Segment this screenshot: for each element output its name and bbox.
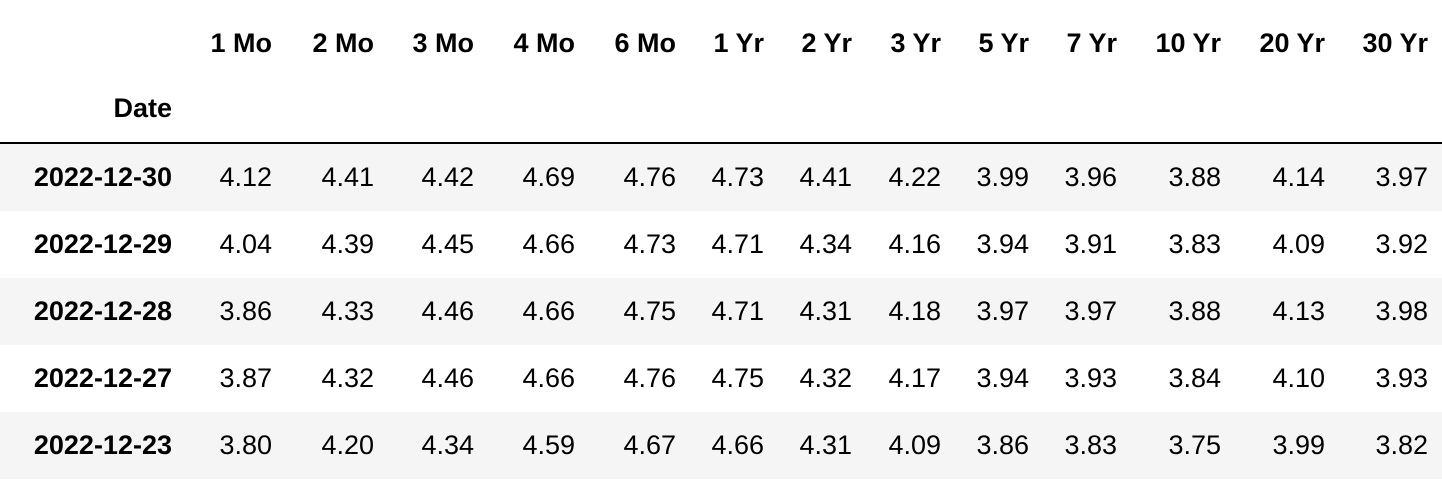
- table-row: 2022-12-30 4.12 4.41 4.42 4.69 4.76 4.73…: [0, 144, 1442, 211]
- table-cell: 4.04: [219, 229, 272, 259]
- column-header: 3 Yr: [890, 28, 941, 58]
- index-name-label: Date: [113, 93, 172, 123]
- column-header: 6 Mo: [614, 28, 676, 58]
- table-cell: 4.41: [321, 162, 374, 192]
- column-header: 4 Mo: [513, 28, 575, 58]
- column-header: 3 Mo: [412, 28, 474, 58]
- table-cell: 4.42: [421, 162, 474, 192]
- row-date: 2022-12-29: [33, 229, 172, 259]
- index-header-row: Date: [0, 76, 1442, 143]
- row-date: 2022-12-30: [33, 162, 172, 192]
- table-cell: 4.31: [799, 296, 852, 326]
- table-cell: 4.12: [219, 162, 272, 192]
- table-cell: 4.34: [421, 430, 474, 460]
- table-cell: 4.18: [888, 296, 941, 326]
- column-header: 1 Mo: [210, 28, 272, 58]
- table-cell: 4.75: [623, 296, 676, 326]
- column-header: 10 Yr: [1155, 28, 1221, 58]
- table-cell: 3.82: [1375, 430, 1428, 460]
- table-cell: 3.87: [219, 363, 272, 393]
- column-header: 5 Yr: [978, 28, 1029, 58]
- table-cell: 3.88: [1168, 162, 1221, 192]
- column-header: 2 Mo: [312, 28, 374, 58]
- table-cell: 4.16: [888, 229, 941, 259]
- table-cell: 3.83: [1168, 229, 1221, 259]
- table-row: 2022-12-28 3.86 4.33 4.46 4.66 4.75 4.71…: [0, 278, 1442, 345]
- table-cell: 4.39: [321, 229, 374, 259]
- table-cell: 4.66: [522, 363, 575, 393]
- column-header: 2 Yr: [801, 28, 852, 58]
- table-cell: 4.59: [522, 430, 575, 460]
- table-cell: 3.92: [1375, 229, 1428, 259]
- table-cell: 4.09: [888, 430, 941, 460]
- table-cell: 4.73: [623, 229, 676, 259]
- table-row: 2022-12-29 4.04 4.39 4.45 4.66 4.73 4.71…: [0, 211, 1442, 278]
- table-cell: 4.67: [623, 430, 676, 460]
- column-header: 7 Yr: [1066, 28, 1117, 58]
- table-cell: 4.41: [799, 162, 852, 192]
- column-header: 20 Yr: [1259, 28, 1325, 58]
- table-cell: 3.93: [1064, 363, 1117, 393]
- column-header: 1 Yr: [713, 28, 764, 58]
- table-cell: 4.32: [321, 363, 374, 393]
- table-body: 2022-12-30 4.12 4.41 4.42 4.69 4.76 4.73…: [0, 144, 1442, 479]
- table-cell: 3.99: [1272, 430, 1325, 460]
- table-cell: 4.76: [623, 363, 676, 393]
- column-header: 30 Yr: [1362, 28, 1428, 58]
- table-cell: 4.13: [1272, 296, 1325, 326]
- table-cell: 4.46: [421, 296, 474, 326]
- table-cell: 4.73: [711, 162, 764, 192]
- table-cell: 4.31: [799, 430, 852, 460]
- table-cell: 4.66: [522, 296, 575, 326]
- table-cell: 4.32: [799, 363, 852, 393]
- table-cell: 3.75: [1168, 430, 1221, 460]
- table-cell: 4.20: [321, 430, 374, 460]
- table-cell: 4.46: [421, 363, 474, 393]
- table-cell: 4.09: [1272, 229, 1325, 259]
- table-cell: 4.66: [711, 430, 764, 460]
- table-cell: 3.99: [976, 162, 1029, 192]
- table-cell: 3.97: [1375, 162, 1428, 192]
- table-cell: 3.97: [1064, 296, 1117, 326]
- row-date: 2022-12-23: [33, 430, 172, 460]
- table-cell: 3.94: [976, 229, 1029, 259]
- table-row: 2022-12-27 3.87 4.32 4.46 4.66 4.76 4.75…: [0, 345, 1442, 412]
- table-cell: 4.34: [799, 229, 852, 259]
- table-cell: 3.98: [1375, 296, 1428, 326]
- header-divider: [0, 142, 1442, 144]
- table-cell: 3.96: [1064, 162, 1117, 192]
- table-cell: 4.14: [1272, 162, 1325, 192]
- table-cell: 3.84: [1168, 363, 1221, 393]
- table-row: 2022-12-23 3.80 4.20 4.34 4.59 4.67 4.66…: [0, 412, 1442, 479]
- table-cell: 4.71: [711, 296, 764, 326]
- table-cell: 4.10: [1272, 363, 1325, 393]
- table-cell: 4.22: [888, 162, 941, 192]
- row-date: 2022-12-28: [33, 296, 172, 326]
- table-cell: 3.97: [976, 296, 1029, 326]
- table-cell: 3.86: [219, 296, 272, 326]
- row-date: 2022-12-27: [33, 363, 172, 393]
- table-cell: 4.76: [623, 162, 676, 192]
- table-cell: 3.80: [219, 430, 272, 460]
- table-cell: 3.93: [1375, 363, 1428, 393]
- table-cell: 3.91: [1064, 229, 1117, 259]
- table-cell: 3.83: [1064, 430, 1117, 460]
- table-cell: 4.75: [711, 363, 764, 393]
- table-cell: 4.69: [522, 162, 575, 192]
- table-cell: 3.88: [1168, 296, 1221, 326]
- table-cell: 4.71: [711, 229, 764, 259]
- table-cell: 4.33: [321, 296, 374, 326]
- table-cell: 4.45: [421, 229, 474, 259]
- table-cell: 3.86: [976, 430, 1029, 460]
- table-cell: 4.17: [888, 363, 941, 393]
- table-cell: 4.66: [522, 229, 575, 259]
- table-cell: 3.94: [976, 363, 1029, 393]
- column-header-row: 1 Mo 2 Mo 3 Mo 4 Mo 6 Mo 1 Yr 2 Yr 3 Yr …: [0, 0, 1442, 76]
